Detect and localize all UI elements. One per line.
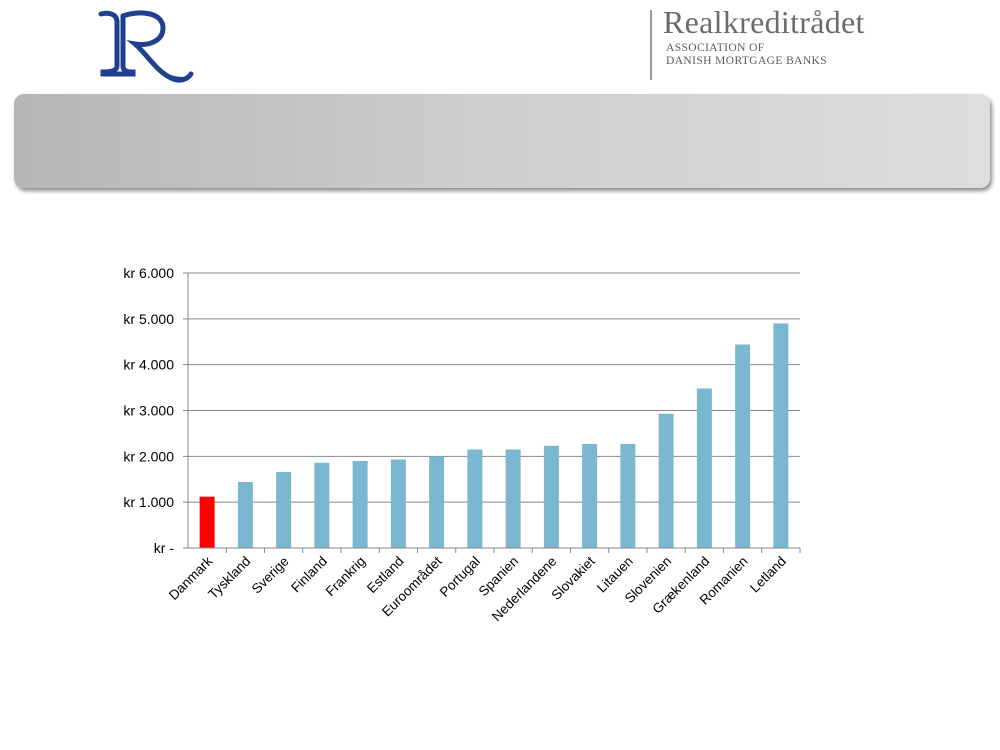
bar bbox=[467, 449, 483, 548]
bar bbox=[199, 496, 215, 548]
y-tick-label: kr 2.000 bbox=[123, 448, 174, 464]
y-tick-label: kr 4.000 bbox=[123, 357, 174, 373]
bar bbox=[390, 459, 406, 548]
bar bbox=[735, 344, 751, 548]
slide-title-bar bbox=[14, 94, 990, 188]
x-tick-label: Frankrig bbox=[323, 554, 369, 600]
bar bbox=[582, 443, 598, 548]
bar bbox=[620, 443, 636, 548]
bar bbox=[352, 460, 368, 548]
x-tick-label: Tyskland bbox=[205, 554, 253, 602]
bar bbox=[696, 388, 712, 548]
organization-subtitle-line1: ASSOCIATION OF bbox=[666, 42, 765, 54]
bar bbox=[429, 456, 445, 548]
bar bbox=[773, 323, 789, 548]
x-tick-label: Sverige bbox=[249, 554, 292, 597]
x-tick-label: Letland bbox=[747, 554, 789, 596]
bar bbox=[543, 445, 559, 548]
x-tick-label: Portugal bbox=[437, 554, 483, 600]
organization-name: Realkreditrådet bbox=[663, 4, 865, 40]
bar bbox=[314, 462, 330, 548]
y-tick-label: kr 5.000 bbox=[123, 311, 174, 327]
y-tick-label: kr 6.000 bbox=[123, 265, 174, 281]
rr-monogram-logo-icon bbox=[98, 10, 194, 83]
x-tick-label: Danmark bbox=[166, 553, 216, 603]
y-tick-label: kr 1.000 bbox=[123, 494, 174, 510]
header-divider bbox=[650, 10, 652, 80]
y-tick-label: kr - bbox=[154, 540, 175, 556]
y-tick-label: kr 3.000 bbox=[123, 403, 174, 419]
bar bbox=[658, 413, 674, 548]
organization-subtitle-line2: DANISH MORTGAGE BANKS bbox=[666, 55, 828, 67]
bar bbox=[505, 449, 521, 548]
bar bbox=[237, 482, 253, 548]
bar bbox=[276, 471, 292, 548]
organization-subtitle: ASSOCIATION OF DANISH MORTGAGE BANKS bbox=[666, 42, 827, 68]
